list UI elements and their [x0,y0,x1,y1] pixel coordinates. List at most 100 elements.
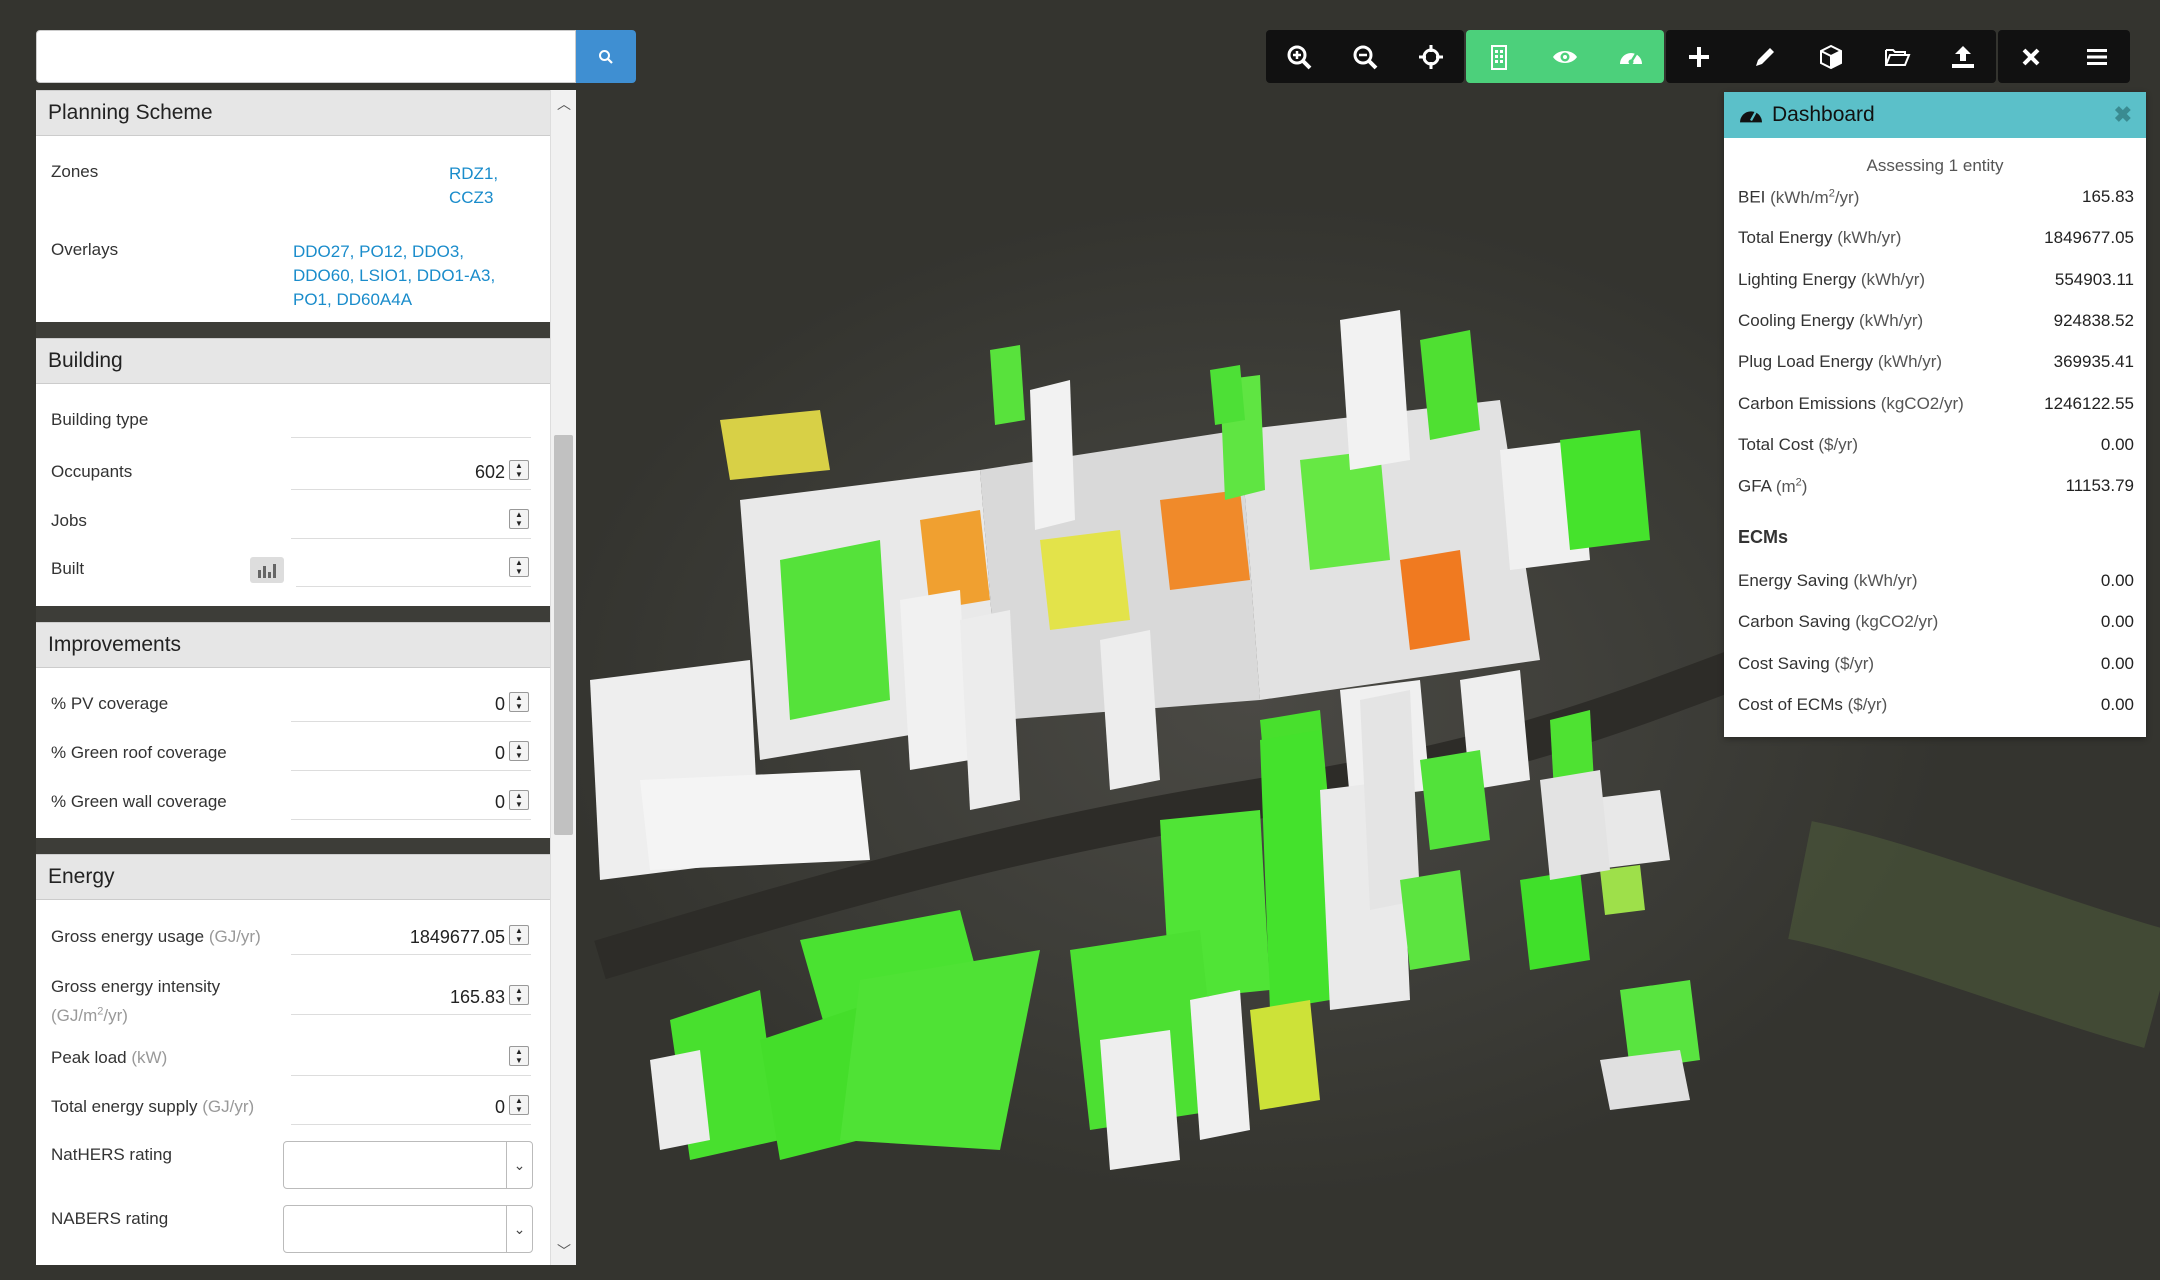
green-wall-stepper[interactable]: ▲ ▼ [509,790,529,810]
metric-label: Carbon Emissions (kgCO2/yr) [1738,393,1964,413]
open-file-button[interactable] [1864,30,1930,83]
dashboard-metric-row: BEI (kWh/m2/yr) 165.83 [1738,187,2134,208]
panel-scrollbar[interactable]: ︿ ﹀ [550,90,576,1265]
built-stepper[interactable]: ▲ ▼ [509,557,529,577]
search-bar [36,30,636,83]
jobs-field[interactable]: ▲ ▼ [291,503,531,539]
menu-button[interactable] [2064,30,2130,83]
zone-link[interactable]: CCZ3 [449,188,494,207]
bar-chart-icon[interactable] [250,557,284,583]
buildings[interactable] [590,310,1700,1170]
total-energy-supply-field[interactable]: 0 ▲ ▼ [291,1089,531,1125]
zoom-out-icon [1353,45,1378,69]
planning-scheme-header[interactable]: Planning Scheme [36,90,551,136]
gross-energy-intensity-field[interactable]: 165.83 ▲ ▼ [291,979,531,1015]
dashboard-metric-row: Total Cost ($/yr) 0.00 [1738,435,2134,455]
plus-icon [1689,46,1709,67]
dashboard-metric-row: Carbon Emissions (kgCO2/yr) 1246122.55 [1738,394,2134,414]
metric-value: 0.00 [2100,653,2134,673]
3d-model-button[interactable] [1798,30,1864,83]
close-icon [2022,48,2040,65]
metric-label: Carbon Saving (kgCO2/yr) [1738,612,1939,632]
close-icon[interactable]: ✖ [2113,102,2132,127]
scroll-thumb[interactable] [554,435,573,835]
scroll-up-arrow-icon[interactable]: ︿ [557,96,571,112]
gross-energy-usage-field[interactable]: 1849677.05 ▲ ▼ [291,919,531,955]
zoom-in-button[interactable] [1266,30,1332,83]
zones-label: Zones [51,162,99,181]
overlay-links[interactable]: PO1, DD60A4A [293,290,413,309]
occupants-label: Occupants [51,462,133,481]
peak-load-label: Peak load (kW) [51,1048,168,1067]
assessing-status: Assessing 1 entity [1866,156,2004,175]
building-type-field[interactable] [291,402,531,438]
buildings-toggle-button[interactable] [1466,30,1532,83]
metric-value: 1246122.55 [2044,393,2134,413]
metric-label: Lighting Energy (kWh/yr) [1738,269,1926,289]
visibility-toggle-button[interactable] [1532,30,1598,83]
zone-link[interactable]: RDZ1, [449,164,499,183]
metric-label: Energy Saving (kWh/yr) [1738,571,1918,590]
pencil-icon [1756,47,1774,66]
dashboard-metric-row: Cost of ECMs ($/yr) 0.00 [1738,695,2134,715]
jobs-stepper[interactable]: ▲ ▼ [509,509,529,529]
overlay-links[interactable]: DDO60, LSIO1, DDO1-A3, [293,266,496,285]
close-button[interactable] [1998,30,2064,83]
dashboard-toggle-button[interactable] [1598,30,1664,83]
layer-tools-group [1466,30,1664,83]
nabers-select[interactable]: ⌄ [283,1205,533,1253]
green-roof-field[interactable]: 0 ▲ ▼ [291,735,531,771]
dashboard-metric-row: Energy Saving (kWh/yr) 0.00 [1738,571,2134,591]
building-icon [1491,44,1507,70]
metric-value: 0.00 [2100,571,2134,590]
edit-button[interactable] [1732,30,1798,83]
green-roof-stepper[interactable]: ▲ ▼ [509,741,529,761]
pv-coverage-field[interactable]: 0 ▲ ▼ [291,686,531,722]
metric-value: 0.00 [2100,694,2134,714]
building-type-label: Building type [51,410,149,429]
gross-energy-usage-value: 1849677.05 [409,927,505,947]
dashboard-gauge-icon [1740,111,1762,123]
built-field[interactable]: ▲ ▼ [296,551,531,587]
total-energy-supply-stepper[interactable]: ▲ ▼ [509,1095,529,1115]
scroll-down-arrow-icon[interactable]: ﹀ [557,1243,571,1259]
nathers-select[interactable]: ⌄ [283,1141,533,1189]
improvements-section: Improvements [36,622,551,668]
gross-energy-usage-stepper[interactable]: ▲ ▼ [509,925,529,945]
zoom-out-button[interactable] [1332,30,1398,83]
add-button[interactable] [1666,30,1732,83]
green-wall-field[interactable]: 0 ▲ ▼ [291,784,531,820]
locate-button[interactable] [1398,30,1464,83]
upload-button[interactable] [1930,30,1996,83]
jobs-label: Jobs [51,511,87,530]
peak-load-field[interactable]: ▲ ▼ [291,1040,531,1076]
search-button[interactable] [576,30,636,83]
gross-energy-intensity-stepper[interactable]: ▲ ▼ [509,985,529,1005]
map-toolbar [1266,30,2130,83]
pv-coverage-label: % PV coverage [51,694,169,713]
occupants-field[interactable]: 602 ▲ ▼ [291,454,531,490]
dashboard-metric-row: Lighting Energy (kWh/yr) 554903.11 [1738,270,2134,290]
river [594,641,1768,980]
overlay-links[interactable]: DDO27, PO12, DDO3, [293,242,465,261]
pv-coverage-value: 0 [494,694,505,714]
pv-coverage-stepper[interactable]: ▲ ▼ [509,692,529,712]
peak-load-stepper[interactable]: ▲ ▼ [509,1046,529,1066]
chevron-down-icon: ⌄ [506,1142,532,1188]
search-input[interactable] [36,30,576,83]
improvements-header[interactable]: Improvements [36,622,551,668]
section-divider [36,838,551,854]
dashboard-gauge-icon [1620,52,1642,64]
overlays-label: Overlays [51,240,119,259]
energy-header[interactable]: Energy [36,854,551,900]
building-header[interactable]: Building [36,338,551,384]
park-area [1787,821,2160,1048]
occupants-value: 602 [474,462,505,482]
properties-panel: Planning Scheme Zones RDZ1, CCZ3 Overlay… [36,90,576,1265]
folder-open-icon [1885,48,1911,66]
occupants-stepper[interactable]: ▲ ▼ [509,460,529,480]
dashboard-metric-row: Total Energy (kWh/yr) 1849677.05 [1738,228,2134,248]
gross-energy-intensity-label: Gross energy intensity (GJ/m2/yr) [51,977,221,1025]
dashboard-header[interactable]: Dashboard ✖ [1724,92,2146,138]
